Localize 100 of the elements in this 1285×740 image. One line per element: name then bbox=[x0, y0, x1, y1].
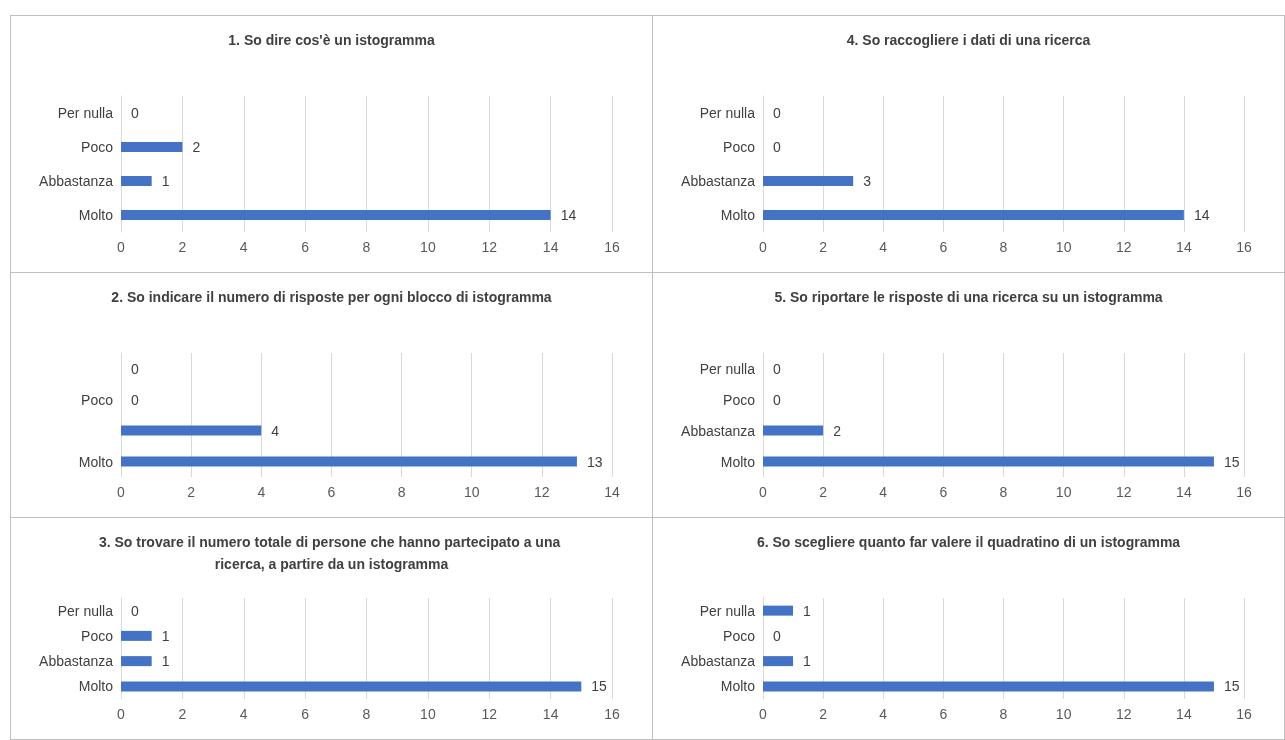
x-tick-label: 0 bbox=[117, 239, 126, 255]
chart-title: 2. So indicare il numero di risposte per ogni blocco di istogramma bbox=[111, 289, 552, 305]
x-tick-label: 2 bbox=[187, 484, 196, 500]
y-tick-label: Per nulla bbox=[57, 105, 114, 121]
x-tick-label: 2 bbox=[178, 706, 187, 722]
y-tick-label: Molto bbox=[78, 207, 114, 223]
x-tick-label: 6 bbox=[301, 706, 310, 722]
data-label: 1 bbox=[161, 173, 170, 189]
x-tick-label: 14 bbox=[1176, 239, 1192, 255]
x-tick-label: 16 bbox=[604, 706, 620, 722]
y-tick-label: Per nulla bbox=[699, 602, 756, 619]
y-tick-label: Poco bbox=[81, 391, 114, 408]
x-tick-label: 14 bbox=[542, 239, 559, 255]
chart-title: 1. So dire cos'è un istogramma bbox=[228, 32, 435, 48]
y-tick-label: Abbastanza bbox=[681, 422, 756, 439]
y-tick-label: Abbastanza bbox=[39, 653, 114, 670]
x-tick-label: 12 bbox=[1115, 706, 1132, 722]
data-label: 0 bbox=[773, 105, 781, 121]
y-tick-label: Molto bbox=[78, 453, 114, 470]
bar bbox=[121, 142, 183, 152]
x-tick-label: 6 bbox=[939, 706, 948, 722]
data-label: 0 bbox=[773, 391, 781, 408]
x-tick-label: 6 bbox=[939, 484, 948, 500]
data-label: 3 bbox=[863, 173, 872, 189]
data-label: 1 bbox=[161, 627, 170, 644]
data-label: 15 bbox=[591, 678, 608, 695]
data-label: 1 bbox=[161, 653, 170, 670]
x-tick-label: 10 bbox=[463, 484, 480, 500]
y-tick-label: Abbastanza bbox=[39, 173, 114, 189]
data-label: 0 bbox=[773, 139, 781, 155]
x-tick-label: 2 bbox=[178, 239, 187, 255]
x-tick-label: 12 bbox=[534, 484, 550, 500]
x-tick-label: 8 bbox=[999, 484, 1008, 500]
x-tick-label: 8 bbox=[362, 706, 371, 722]
y-tick-label: Poco bbox=[81, 139, 114, 155]
y-tick-label: Poco bbox=[723, 391, 756, 408]
data-label: 4 bbox=[271, 422, 280, 439]
x-tick-label: 10 bbox=[1055, 706, 1072, 722]
x-tick-label: 0 bbox=[117, 484, 126, 500]
data-label: 0 bbox=[773, 627, 781, 644]
data-label: 14 bbox=[1193, 207, 1210, 223]
x-tick-label: 2 bbox=[819, 706, 828, 722]
x-tick-label: 6 bbox=[301, 239, 310, 255]
y-tick-label: Poco bbox=[723, 139, 756, 155]
data-label: 2 bbox=[833, 422, 842, 439]
x-tick-label: 10 bbox=[420, 706, 436, 722]
data-label: 15 bbox=[1223, 453, 1240, 470]
data-label: 13 bbox=[586, 453, 603, 470]
y-tick-label: Poco bbox=[81, 627, 114, 644]
y-tick-label: Abbastanza bbox=[681, 653, 756, 670]
data-label: 0 bbox=[131, 391, 139, 408]
x-tick-label: 8 bbox=[397, 484, 406, 500]
x-tick-label: 0 bbox=[759, 484, 768, 500]
x-tick-label: 4 bbox=[257, 484, 266, 500]
data-label: 0 bbox=[131, 602, 139, 619]
x-tick-label: 16 bbox=[604, 239, 620, 255]
y-tick-label: Molto bbox=[78, 678, 114, 695]
chart-title: 5. So riportare le risposte di una ricerca su un istogramma bbox=[774, 289, 1163, 305]
x-tick-label: 14 bbox=[542, 706, 559, 722]
y-tick-label: Per nulla bbox=[699, 105, 756, 121]
data-label: 2 bbox=[192, 139, 201, 155]
chart-title: 3. So trovare il numero totale di persone che hanno partecipato a una ricerca, a partire da un istogramma bbox=[98, 534, 565, 572]
x-tick-label: 4 bbox=[239, 706, 248, 722]
data-label: 0 bbox=[131, 360, 139, 377]
x-tick-label: 0 bbox=[759, 706, 768, 722]
bar bbox=[121, 210, 551, 220]
y-tick-label: Per nulla bbox=[57, 602, 114, 619]
chart-title: 6. So scegliere quanto far valere il quadratino di un istogramma bbox=[756, 534, 1181, 550]
x-tick-label: 0 bbox=[117, 706, 126, 722]
x-tick-label: 14 bbox=[604, 484, 620, 500]
bar bbox=[121, 176, 152, 186]
x-tick-label: 12 bbox=[481, 239, 498, 255]
x-tick-label: 4 bbox=[879, 484, 888, 500]
x-tick-label: 4 bbox=[239, 239, 248, 255]
x-tick-label: 6 bbox=[327, 484, 336, 500]
data-label: 1 bbox=[803, 602, 812, 619]
x-tick-label: 8 bbox=[999, 706, 1008, 722]
x-tick-label: 14 bbox=[1176, 706, 1192, 722]
x-tick-label: 16 bbox=[1236, 706, 1252, 722]
x-tick-label: 12 bbox=[1115, 239, 1132, 255]
x-tick-label: 12 bbox=[1115, 484, 1132, 500]
y-tick-label: Molto bbox=[720, 453, 756, 470]
x-tick-label: 16 bbox=[1236, 239, 1252, 255]
y-tick-label: Molto bbox=[720, 207, 756, 223]
data-label: 1 bbox=[803, 653, 812, 670]
x-tick-label: 10 bbox=[420, 239, 436, 255]
x-tick-label: 8 bbox=[362, 239, 371, 255]
data-label: 0 bbox=[131, 105, 139, 121]
data-label: 15 bbox=[1223, 678, 1240, 695]
x-tick-label: 10 bbox=[1055, 239, 1072, 255]
x-tick-label: 8 bbox=[999, 239, 1008, 255]
x-tick-label: 16 bbox=[1236, 484, 1252, 500]
x-tick-label: 4 bbox=[879, 239, 888, 255]
y-tick-label: Abbastanza bbox=[681, 173, 756, 189]
x-tick-label: 4 bbox=[879, 706, 888, 722]
x-tick-label: 12 bbox=[481, 706, 498, 722]
x-tick-label: 10 bbox=[1055, 484, 1072, 500]
chart-title: 4. So raccogliere i dati di una ricerca bbox=[846, 32, 1091, 48]
y-tick-label: Per nulla bbox=[699, 360, 756, 377]
y-tick-label: Molto bbox=[720, 678, 756, 695]
